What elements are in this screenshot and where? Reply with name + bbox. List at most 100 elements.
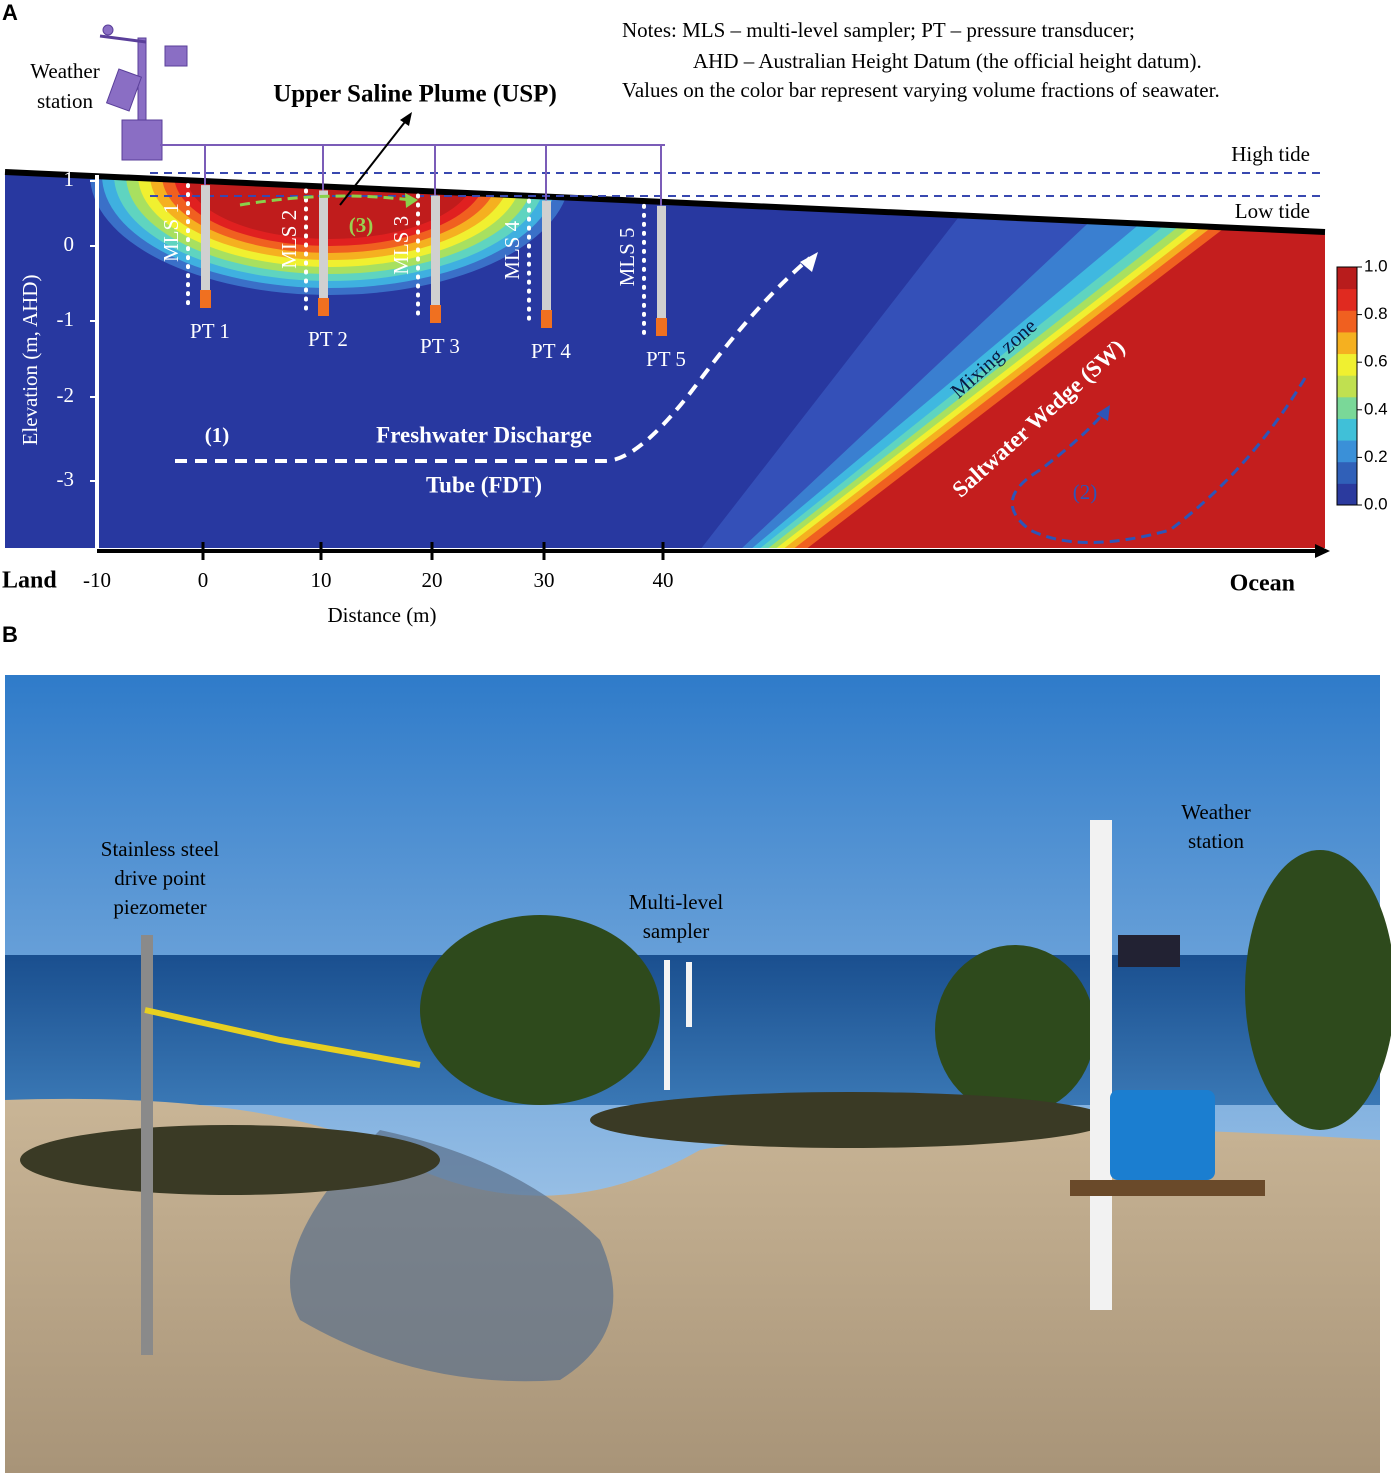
colorbar-tick-label: 0.2 [1364, 447, 1388, 466]
saltwater-wedge [700, 215, 1325, 548]
panel-label: A [2, 0, 18, 25]
colorbar: 0.0 0.2 0.4 0.6 0.8 1.0 [1336, 256, 1388, 513]
x-axis-title: Distance (m) [327, 603, 436, 627]
panel-a: 0.0 0.2 0.4 0.6 0.8 1.0 MLS 1 PT 1 MLS 2 PT 2 MLS… [2, 0, 1388, 627]
x-tick-label: 0 [198, 568, 209, 592]
x-axis-arrow [1315, 544, 1330, 558]
ground-surface [4, 169, 1326, 235]
y-tick-label: -2 [57, 383, 75, 407]
colorbar-tick-label: 1.0 [1364, 256, 1388, 275]
solar-panel [1118, 935, 1180, 967]
fdt-arrow [175, 256, 812, 463]
mls-label: MLS 1 [159, 203, 183, 262]
label-2: (2) [1073, 480, 1098, 504]
usp-flow-arrow [239, 194, 411, 207]
low-tide-label: Low tide [1235, 199, 1310, 223]
x-tick-label: 40 [653, 568, 674, 592]
x-tick-label: -10 [83, 568, 111, 592]
piezometer-label: Stainless steel [101, 837, 220, 861]
colorbar-band [1337, 375, 1357, 398]
land-label: Land [2, 568, 57, 594]
sampler-label: Multi-level [629, 890, 724, 914]
colorbar-band [1337, 310, 1357, 333]
high-tide-label: High tide [1231, 142, 1310, 166]
mls-label: MLS 2 [277, 210, 301, 269]
bench [1070, 1180, 1265, 1196]
colorbar-band [1337, 331, 1357, 355]
photo-sea [5, 955, 1380, 1105]
colorbar-band [1337, 461, 1357, 484]
ocean-label: Ocean [1230, 571, 1295, 597]
x-tick-label: 30 [534, 568, 555, 592]
piezometer-pole [141, 935, 153, 1355]
sw-circulation-arrow [1010, 377, 1307, 544]
y-tick-label: -1 [57, 307, 75, 331]
weather-station-pole [1090, 820, 1112, 1310]
mls-pole [201, 185, 210, 290]
weather-station-icon [99, 24, 188, 161]
panel-b: B Stainless steel drive point piezometer Mul… [2, 622, 1391, 1473]
colorbar-band [1337, 440, 1357, 463]
colorbar-tick-label: 0.0 [1364, 494, 1388, 513]
piezometer-label: drive point [114, 866, 206, 890]
photo-pool [290, 1130, 614, 1382]
notes: Notes: MLS – multi-level sampler; PT – p… [622, 18, 1135, 42]
cooler-box [1110, 1090, 1215, 1180]
fdt-label: Freshwater Discharge [376, 422, 592, 447]
colorbar-tick-label: 0.4 [1364, 399, 1388, 418]
pt-label: PT 1 [190, 319, 230, 343]
colorbar-band [1337, 483, 1357, 506]
y-tick-label: 0 [64, 232, 75, 256]
pressure-transducer [430, 305, 441, 323]
pressure-transducer [656, 318, 667, 336]
colorbar-tick-label: 0.8 [1364, 304, 1388, 323]
station-label: station [37, 89, 93, 113]
y-axis-title: Elevation (m, AHD) [18, 275, 42, 446]
tape [144, 1007, 421, 1068]
station-photo-label: station [1188, 829, 1244, 853]
colorbar-tick-label: 0.6 [1364, 352, 1388, 371]
colorbar-band [1337, 267, 1357, 290]
mls-in-photo [664, 960, 692, 1090]
x-tick-label: 20 [422, 568, 443, 592]
fdt-label: Tube (FDT) [426, 472, 542, 497]
colorbar-band [1337, 418, 1357, 441]
mls-label: MLS 5 [615, 227, 639, 286]
usp-label: Upper Saline Plume (USP) [273, 81, 557, 108]
station-photo-label: Weather [1181, 800, 1250, 824]
pressure-transducer [200, 290, 211, 308]
pt-label: PT 4 [531, 339, 571, 363]
pt-label: PT 3 [420, 334, 460, 358]
mls-pole [431, 195, 440, 305]
piezometer-label: piezometer [113, 895, 206, 919]
sampler-label: sampler [643, 919, 709, 943]
label-1: (1) [205, 423, 230, 447]
usp-pointer-head [400, 112, 412, 126]
photo-mangroves [20, 850, 1391, 1195]
pressure-transducer [318, 298, 329, 316]
notes: Values on the color bar represent varyin… [622, 78, 1220, 102]
notes: AHD – Australian Height Datum (the offic… [693, 49, 1202, 73]
pt-label: PT 2 [308, 327, 348, 351]
mls-label: MLS 3 [389, 216, 413, 275]
y-tick-label: 1 [64, 167, 75, 191]
plume-band [186, 172, 474, 239]
label-3: (3) [349, 213, 374, 237]
colorbar-frame [1336, 266, 1358, 506]
usp-arrowhead [405, 193, 418, 208]
colorbar-band [1337, 353, 1357, 376]
y-tick-label: -3 [57, 467, 75, 491]
sw-arrowhead [1096, 405, 1110, 421]
wedge-band [805, 220, 1325, 548]
mls-pole [542, 200, 551, 310]
mls-pole [657, 205, 666, 318]
mls-pole [319, 190, 328, 298]
usp-pointer [339, 117, 409, 206]
colorbar-band [1337, 288, 1357, 311]
fdt-arrowhead [800, 252, 818, 272]
pt-label: PT 5 [646, 347, 686, 371]
panel-label: B [2, 622, 18, 647]
pressure-transducer [541, 310, 552, 328]
station-label: Weather [30, 59, 99, 83]
